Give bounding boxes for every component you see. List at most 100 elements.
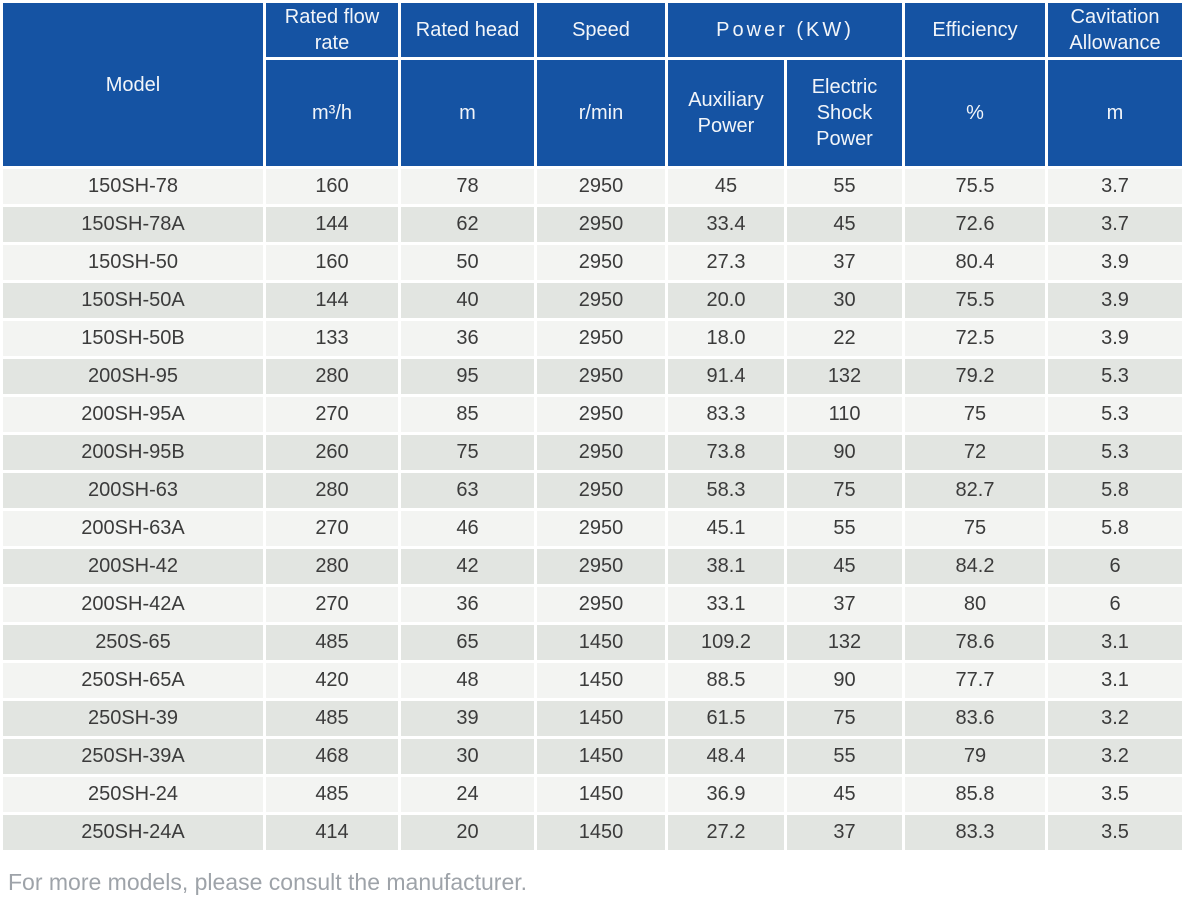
model-cell: 250SH-65A <box>3 663 263 698</box>
value-cell: 36.9 <box>668 777 784 812</box>
value-cell: 3.2 <box>1048 739 1183 774</box>
unit-cavitation-allowance: m <box>1048 60 1183 166</box>
model-cell: 150SH-50B <box>3 321 263 356</box>
value-cell: 36 <box>401 587 534 622</box>
value-cell: 144 <box>266 283 398 318</box>
table-row: 200SH-95 280 95 2950 91.4 132 79.2 5.3 <box>3 359 1183 394</box>
table-row: 250SH-24 485 24 1450 36.9 45 85.8 3.5 <box>3 777 1183 812</box>
model-cell: 200SH-63 <box>3 473 263 508</box>
value-cell: 2950 <box>537 435 665 470</box>
col-header-model: Model <box>3 3 263 166</box>
value-cell: 260 <box>266 435 398 470</box>
footer-note: For more models, please consult the manu… <box>8 869 528 895</box>
unit-rated-head: m <box>401 60 534 166</box>
value-cell: 2950 <box>537 397 665 432</box>
col-header-efficiency: Efficiency <box>905 3 1046 57</box>
value-cell: 62 <box>401 207 534 242</box>
col-header-cavitation-allowance: Cavitation Allowance <box>1048 3 1183 57</box>
value-cell: 73.8 <box>668 435 784 470</box>
value-cell: 80 <box>905 587 1046 622</box>
value-cell: 50 <box>401 245 534 280</box>
value-cell: 1450 <box>537 663 665 698</box>
value-cell: 55 <box>787 169 903 204</box>
table-header: Model Rated flow rate Rated head Speed P… <box>3 3 1183 166</box>
table-row: 200SH-63A 270 46 2950 45.1 55 75 5.8 <box>3 511 1183 546</box>
value-cell: 132 <box>787 625 903 660</box>
value-cell: 3.1 <box>1048 663 1183 698</box>
value-cell: 3.7 <box>1048 169 1183 204</box>
value-cell: 2950 <box>537 359 665 394</box>
model-cell: 200SH-95 <box>3 359 263 394</box>
unit-efficiency: % <box>905 60 1046 166</box>
value-cell: 5.8 <box>1048 511 1183 546</box>
model-cell: 150SH-50 <box>3 245 263 280</box>
value-cell: 45 <box>787 777 903 812</box>
value-cell: 280 <box>266 359 398 394</box>
value-cell: 78 <box>401 169 534 204</box>
value-cell: 80.4 <box>905 245 1046 280</box>
value-cell: 45.1 <box>668 511 784 546</box>
model-cell: 200SH-95A <box>3 397 263 432</box>
value-cell: 132 <box>787 359 903 394</box>
table-row: 150SH-50 160 50 2950 27.3 37 80.4 3.9 <box>3 245 1183 280</box>
value-cell: 5.3 <box>1048 397 1183 432</box>
value-cell: 40 <box>401 283 534 318</box>
value-cell: 75 <box>787 701 903 736</box>
value-cell: 33.4 <box>668 207 784 242</box>
value-cell: 37 <box>787 245 903 280</box>
value-cell: 6 <box>1048 549 1183 584</box>
value-cell: 24 <box>401 777 534 812</box>
value-cell: 65 <box>401 625 534 660</box>
value-cell: 1450 <box>537 625 665 660</box>
value-cell: 63 <box>401 473 534 508</box>
table-body: 150SH-78 160 78 2950 45 55 75.5 3.7 150SH-78A 144… <box>3 169 1183 850</box>
value-cell: 2950 <box>537 321 665 356</box>
table-row: 200SH-63 280 63 2950 58.3 75 82.7 5.8 <box>3 473 1183 508</box>
value-cell: 75 <box>905 511 1046 546</box>
value-cell: 38.1 <box>668 549 784 584</box>
value-cell: 95 <box>401 359 534 394</box>
model-cell: 200SH-42A <box>3 587 263 622</box>
col-header-speed: Speed <box>537 3 665 57</box>
value-cell: 110 <box>787 397 903 432</box>
value-cell: 5.3 <box>1048 435 1183 470</box>
table-row: 150SH-50B 133 36 2950 18.0 22 72.5 3.9 <box>3 321 1183 356</box>
value-cell: 160 <box>266 245 398 280</box>
col-header-rated-flow-rate: Rated flow rate <box>266 3 398 57</box>
subcol-electric-shock-power: Electric Shock Power <box>787 60 903 166</box>
value-cell: 18.0 <box>668 321 784 356</box>
value-cell: 75 <box>401 435 534 470</box>
value-cell: 75 <box>905 397 1046 432</box>
value-cell: 270 <box>266 511 398 546</box>
subcol-auxiliary-power: Auxiliary Power <box>668 60 784 166</box>
value-cell: 39 <box>401 701 534 736</box>
value-cell: 20.0 <box>668 283 784 318</box>
unit-speed: r/min <box>537 60 665 166</box>
value-cell: 144 <box>266 207 398 242</box>
value-cell: 1450 <box>537 701 665 736</box>
value-cell: 485 <box>266 777 398 812</box>
value-cell: 75.5 <box>905 283 1046 318</box>
value-cell: 3.9 <box>1048 321 1183 356</box>
value-cell: 270 <box>266 397 398 432</box>
table-row: 200SH-42A 270 36 2950 33.1 37 80 6 <box>3 587 1183 622</box>
value-cell: 90 <box>787 435 903 470</box>
model-cell: 250SH-39 <box>3 701 263 736</box>
value-cell: 3.5 <box>1048 815 1183 850</box>
value-cell: 280 <box>266 473 398 508</box>
model-cell: 200SH-95B <box>3 435 263 470</box>
value-cell: 55 <box>787 739 903 774</box>
value-cell: 85.8 <box>905 777 1046 812</box>
model-cell: 250S-65 <box>3 625 263 660</box>
value-cell: 485 <box>266 701 398 736</box>
pump-spec-table: Model Rated flow rate Rated head Speed P… <box>3 3 1183 850</box>
value-cell: 82.7 <box>905 473 1046 508</box>
value-cell: 133 <box>266 321 398 356</box>
value-cell: 33.1 <box>668 587 784 622</box>
model-cell: 250SH-24 <box>3 777 263 812</box>
value-cell: 2950 <box>537 511 665 546</box>
table-row: 250SH-65A 420 48 1450 88.5 90 77.7 3.1 <box>3 663 1183 698</box>
value-cell: 3.2 <box>1048 701 1183 736</box>
value-cell: 37 <box>787 587 903 622</box>
